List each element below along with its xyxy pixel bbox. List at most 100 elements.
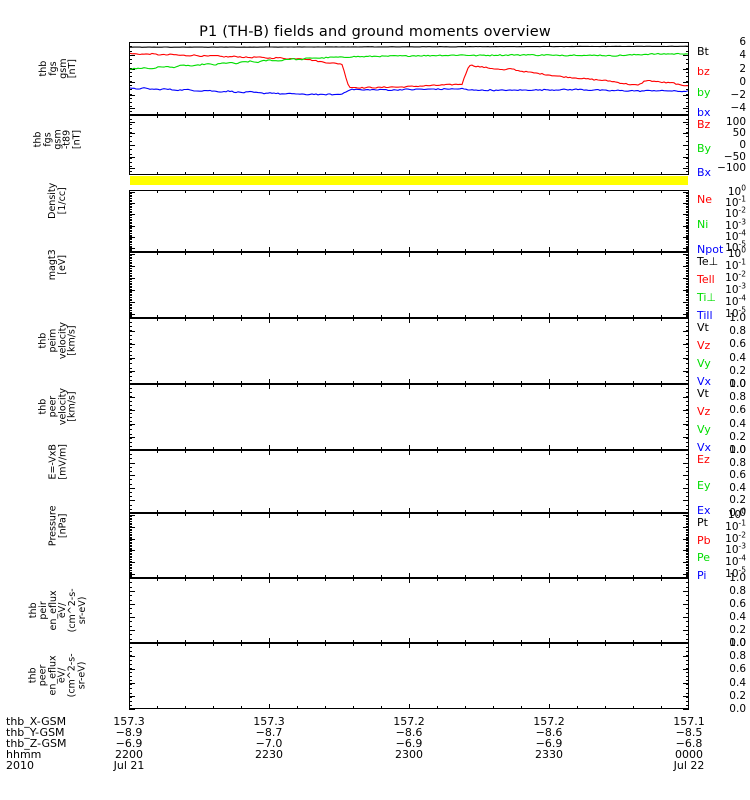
y-minor-tick — [686, 304, 689, 305]
x-minor-tick — [605, 447, 606, 450]
x-minor-tick — [325, 315, 326, 318]
y-minor-tick — [129, 421, 132, 422]
x-minor-tick — [661, 384, 662, 387]
y-minor-tick — [129, 693, 132, 694]
x-major-tick — [409, 704, 410, 709]
x-minor-tick — [325, 172, 326, 175]
y-minor-tick — [129, 98, 132, 99]
y-minor-tick — [129, 492, 132, 493]
y-axis-title-pressure: Pressure [nPa] — [47, 505, 68, 546]
y-minor-tick — [686, 257, 689, 258]
y-minor-tick — [129, 308, 132, 309]
y-minor-tick — [129, 600, 132, 601]
x-minor-tick — [661, 706, 662, 709]
y-minor-tick — [129, 195, 132, 196]
x-minor-tick — [465, 384, 466, 387]
legend-item-Vt: Vt — [697, 321, 709, 334]
y-minor-tick — [129, 230, 132, 231]
y-minor-tick — [686, 617, 689, 618]
x-minor-tick — [465, 450, 466, 453]
y-minor-tick — [686, 554, 689, 555]
y-minor-tick — [686, 206, 689, 207]
x-minor-tick — [353, 112, 354, 115]
x-minor-tick — [325, 115, 326, 118]
y-major-tick — [129, 318, 135, 319]
x-axis-value-hhmm: 2330 — [535, 748, 563, 761]
y-minor-tick — [129, 212, 132, 213]
y-minor-tick — [686, 145, 689, 146]
y-minor-tick — [686, 518, 689, 519]
y-minor-tick — [686, 249, 689, 250]
y-major-tick — [683, 82, 689, 83]
y-minor-tick — [129, 106, 132, 107]
y-minor-tick — [129, 271, 132, 272]
y-minor-tick — [686, 523, 689, 524]
y-major-tick — [129, 122, 135, 123]
x-minor-tick — [297, 510, 298, 513]
y-minor-tick — [686, 339, 689, 340]
y-minor-tick — [686, 608, 689, 609]
y-minor-tick — [129, 322, 132, 323]
y-minor-tick — [129, 564, 132, 565]
y-minor-tick — [686, 313, 689, 314]
x-major-tick — [409, 445, 410, 450]
y-major-tick — [683, 450, 689, 451]
x-major-tick — [269, 110, 270, 115]
x-axis-value-z: −7.0 — [255, 737, 283, 750]
x-minor-tick — [493, 172, 494, 175]
x-minor-tick — [577, 190, 578, 193]
x-minor-tick — [577, 318, 578, 321]
x-minor-tick — [437, 115, 438, 118]
y-minor-tick — [686, 458, 689, 459]
y-minor-tick — [686, 626, 689, 627]
y-minor-tick — [129, 572, 132, 573]
x-minor-tick — [297, 381, 298, 384]
x-minor-tick — [297, 384, 298, 387]
y-major-tick — [683, 550, 689, 551]
x-minor-tick — [521, 640, 522, 643]
y-minor-tick — [686, 312, 689, 313]
y-minor-tick — [686, 417, 689, 418]
x-major-tick — [269, 318, 270, 323]
y-minor-tick — [129, 46, 132, 47]
y-minor-tick — [129, 307, 132, 308]
x-minor-tick — [381, 578, 382, 581]
y-minor-tick — [686, 438, 689, 439]
y-minor-tick — [129, 255, 132, 256]
x-minor-tick — [213, 252, 214, 255]
y-minor-tick — [129, 500, 132, 501]
y-minor-tick — [129, 299, 132, 300]
y-minor-tick — [686, 268, 689, 269]
x-minor-tick — [465, 381, 466, 384]
y-minor-tick — [686, 442, 689, 443]
x-minor-tick — [213, 450, 214, 453]
x-minor-tick — [185, 172, 186, 175]
x-minor-tick — [661, 190, 662, 193]
y-minor-tick — [129, 664, 132, 665]
y-minor-tick — [686, 562, 689, 563]
y-minor-tick — [686, 128, 689, 129]
y-minor-tick — [686, 509, 689, 510]
y-major-tick — [129, 214, 135, 215]
x-minor-tick — [493, 384, 494, 387]
y-minor-tick — [686, 315, 689, 316]
y-minor-tick — [686, 519, 689, 520]
y-minor-tick — [686, 247, 689, 248]
y-minor-tick — [686, 322, 689, 323]
x-minor-tick — [213, 112, 214, 115]
y-minor-tick — [686, 270, 689, 271]
x-minor-tick — [325, 42, 326, 45]
y-tick-label: −100 — [717, 162, 746, 175]
y-minor-tick — [129, 540, 132, 541]
y-minor-tick — [686, 559, 689, 560]
x-minor-tick — [213, 172, 214, 175]
x-minor-tick — [661, 643, 662, 646]
y-minor-tick — [686, 655, 689, 656]
y-minor-tick — [686, 291, 689, 292]
x-minor-tick — [185, 640, 186, 643]
y-minor-tick — [686, 634, 689, 635]
y-minor-tick — [686, 198, 689, 199]
x-minor-tick — [185, 115, 186, 118]
x-axis-value-x: 157.2 — [393, 715, 425, 728]
y-minor-tick — [686, 98, 689, 99]
